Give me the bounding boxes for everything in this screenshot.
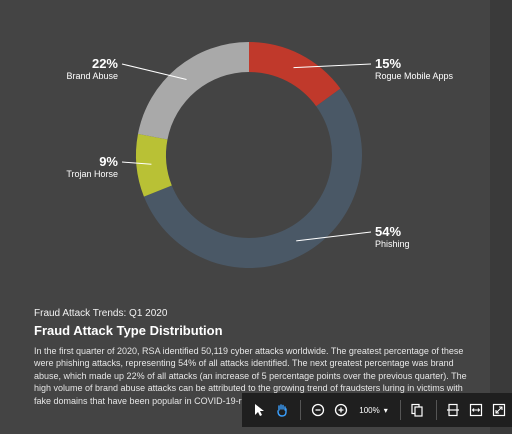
slice-percent-label: 54%	[375, 224, 401, 239]
toolbar-separator	[300, 400, 302, 420]
slice-category-label: Rogue Mobile Apps	[375, 71, 454, 81]
zoom-level[interactable]: 100%	[359, 405, 380, 415]
slice-category-label: Trojan Horse	[66, 169, 118, 179]
article-kicker: Fraud Attack Trends: Q1 2020	[34, 308, 168, 319]
viewer-toolbar: 100% ▾	[242, 393, 512, 427]
pointer-icon[interactable]	[248, 399, 269, 421]
donut-slice-brand-abuse	[138, 42, 249, 140]
donut-chart: 15%Rogue Mobile Apps 54%Phishing 9%Trojan …	[66, 42, 454, 269]
leader-line	[121, 63, 187, 80]
chevron-down-icon[interactable]: ▾	[383, 405, 388, 415]
scroll-gutter[interactable]	[490, 0, 512, 434]
fit-page-icon[interactable]	[443, 399, 464, 421]
zoom-out-icon[interactable]	[307, 399, 328, 421]
hand-icon[interactable]	[271, 399, 292, 421]
donut-slice-phishing	[143, 88, 362, 269]
document-page	[0, 0, 490, 434]
donut-slice-rogue-mobile-apps	[249, 42, 341, 107]
fullscreen-icon[interactable]	[489, 399, 510, 421]
slice-percent-label: 22%	[92, 56, 118, 71]
leader-line	[293, 63, 372, 69]
article-title: Fraud Attack Type Distribution	[34, 323, 223, 338]
slice-category-label: Phishing	[375, 239, 410, 249]
toolbar-separator	[435, 400, 437, 420]
fit-width-icon[interactable]	[466, 399, 487, 421]
slice-category-label: Brand Abuse	[66, 71, 118, 81]
copy-icon[interactable]	[407, 399, 428, 421]
slice-percent-label: 9%	[99, 154, 118, 169]
zoom-in-icon[interactable]	[330, 399, 351, 421]
article: Fraud Attack Trends: Q1 2020 Fraud Attac…	[34, 307, 474, 407]
donut-slice-trojan-horse	[136, 133, 172, 197]
leader-line	[121, 161, 152, 165]
slice-percent-label: 15%	[375, 56, 401, 71]
toolbar-separator	[399, 400, 401, 420]
article-body: In the first quarter of 2020, RSA identi…	[34, 346, 467, 406]
leader-line	[296, 231, 372, 242]
